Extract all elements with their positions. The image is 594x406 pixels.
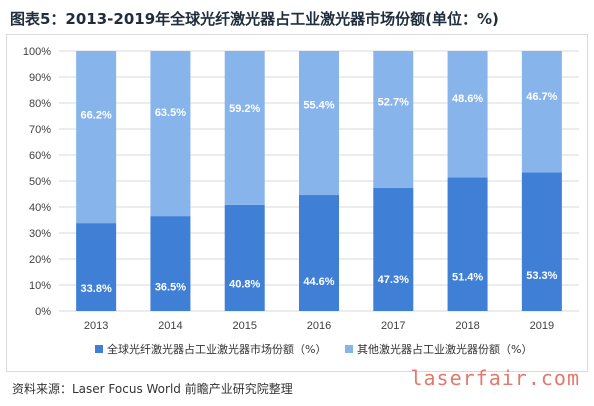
data-label: 33.8%	[81, 283, 112, 295]
data-label: 53.3%	[526, 270, 557, 282]
data-label: 44.6%	[303, 276, 334, 288]
data-label: 40.8%	[229, 278, 260, 290]
bar-segment	[373, 188, 414, 311]
data-label: 51.4%	[452, 271, 483, 283]
data-label: 47.3%	[378, 274, 409, 286]
bar-segment	[224, 204, 265, 311]
x-tick-label: 2019	[530, 320, 554, 332]
legend-label-fiber: 全球光纤激光器占工业激光器市场份额（%）	[107, 342, 326, 356]
chart-area: 0% 10% 20% 30% 40% 50% 60% 70% 80% 90% 100% 33.8% 66…	[6, 34, 588, 372]
site-watermark: laserfair.com	[410, 366, 580, 390]
x-tick-label: 2016	[307, 320, 331, 332]
bar-segment	[447, 51, 488, 178]
legend-label-other: 其他激光器占工业激光器份额（%）	[357, 342, 532, 356]
y-tick-label: 100%	[23, 46, 51, 58]
bar-segment	[76, 51, 117, 224]
data-label: 59.2%	[229, 103, 260, 115]
data-label: 46.7%	[526, 91, 557, 103]
bar-segment	[521, 51, 562, 173]
data-label: 48.6%	[452, 93, 483, 105]
x-tick-label: 2014	[158, 320, 182, 332]
bar-segment	[299, 51, 339, 196]
x-tick-label: 2015	[232, 320, 256, 332]
legend-swatch-other	[345, 345, 353, 353]
y-tick-label: 10%	[29, 280, 51, 292]
x-tick-label: 2018	[455, 320, 479, 332]
bar-segment	[150, 216, 191, 311]
bar-segment	[150, 51, 191, 217]
data-label: 36.5%	[155, 281, 186, 293]
bar-segment	[373, 51, 414, 189]
data-label: 66.2%	[81, 110, 112, 122]
bar-segment	[224, 51, 265, 205]
bar-segment	[76, 223, 117, 311]
data-label: 63.5%	[155, 107, 186, 119]
chart-title: 图表5：2013-2019年全球光纤激光器占工业激光器市场份额(单位：%)	[10, 10, 499, 28]
y-tick-label: 50%	[29, 176, 51, 188]
y-tick-label: 0%	[35, 306, 51, 318]
data-label: 52.7%	[378, 97, 409, 109]
bar-segment	[521, 172, 562, 311]
y-tick-label: 60%	[29, 150, 51, 162]
bar-segment	[447, 177, 488, 311]
y-tick-label: 70%	[29, 124, 51, 136]
y-tick-label: 90%	[29, 72, 51, 84]
y-tick-label: 20%	[29, 254, 51, 266]
x-tick-label: 2017	[381, 320, 405, 332]
legend-swatch-fiber	[95, 345, 103, 353]
y-tick-label: 30%	[29, 228, 51, 240]
stacked-bar-chart: 0% 10% 20% 30% 40% 50% 60% 70% 80% 90% 100% 33.8% 66…	[23, 46, 579, 356]
bar-segment	[299, 195, 339, 311]
data-label: 55.4%	[303, 99, 334, 111]
y-tick-label: 80%	[29, 98, 51, 110]
y-tick-label: 40%	[29, 202, 51, 214]
source-note: 资料来源：Laser Focus World 前瞻产业研究院整理	[12, 382, 293, 396]
x-tick-label: 2013	[84, 320, 108, 332]
